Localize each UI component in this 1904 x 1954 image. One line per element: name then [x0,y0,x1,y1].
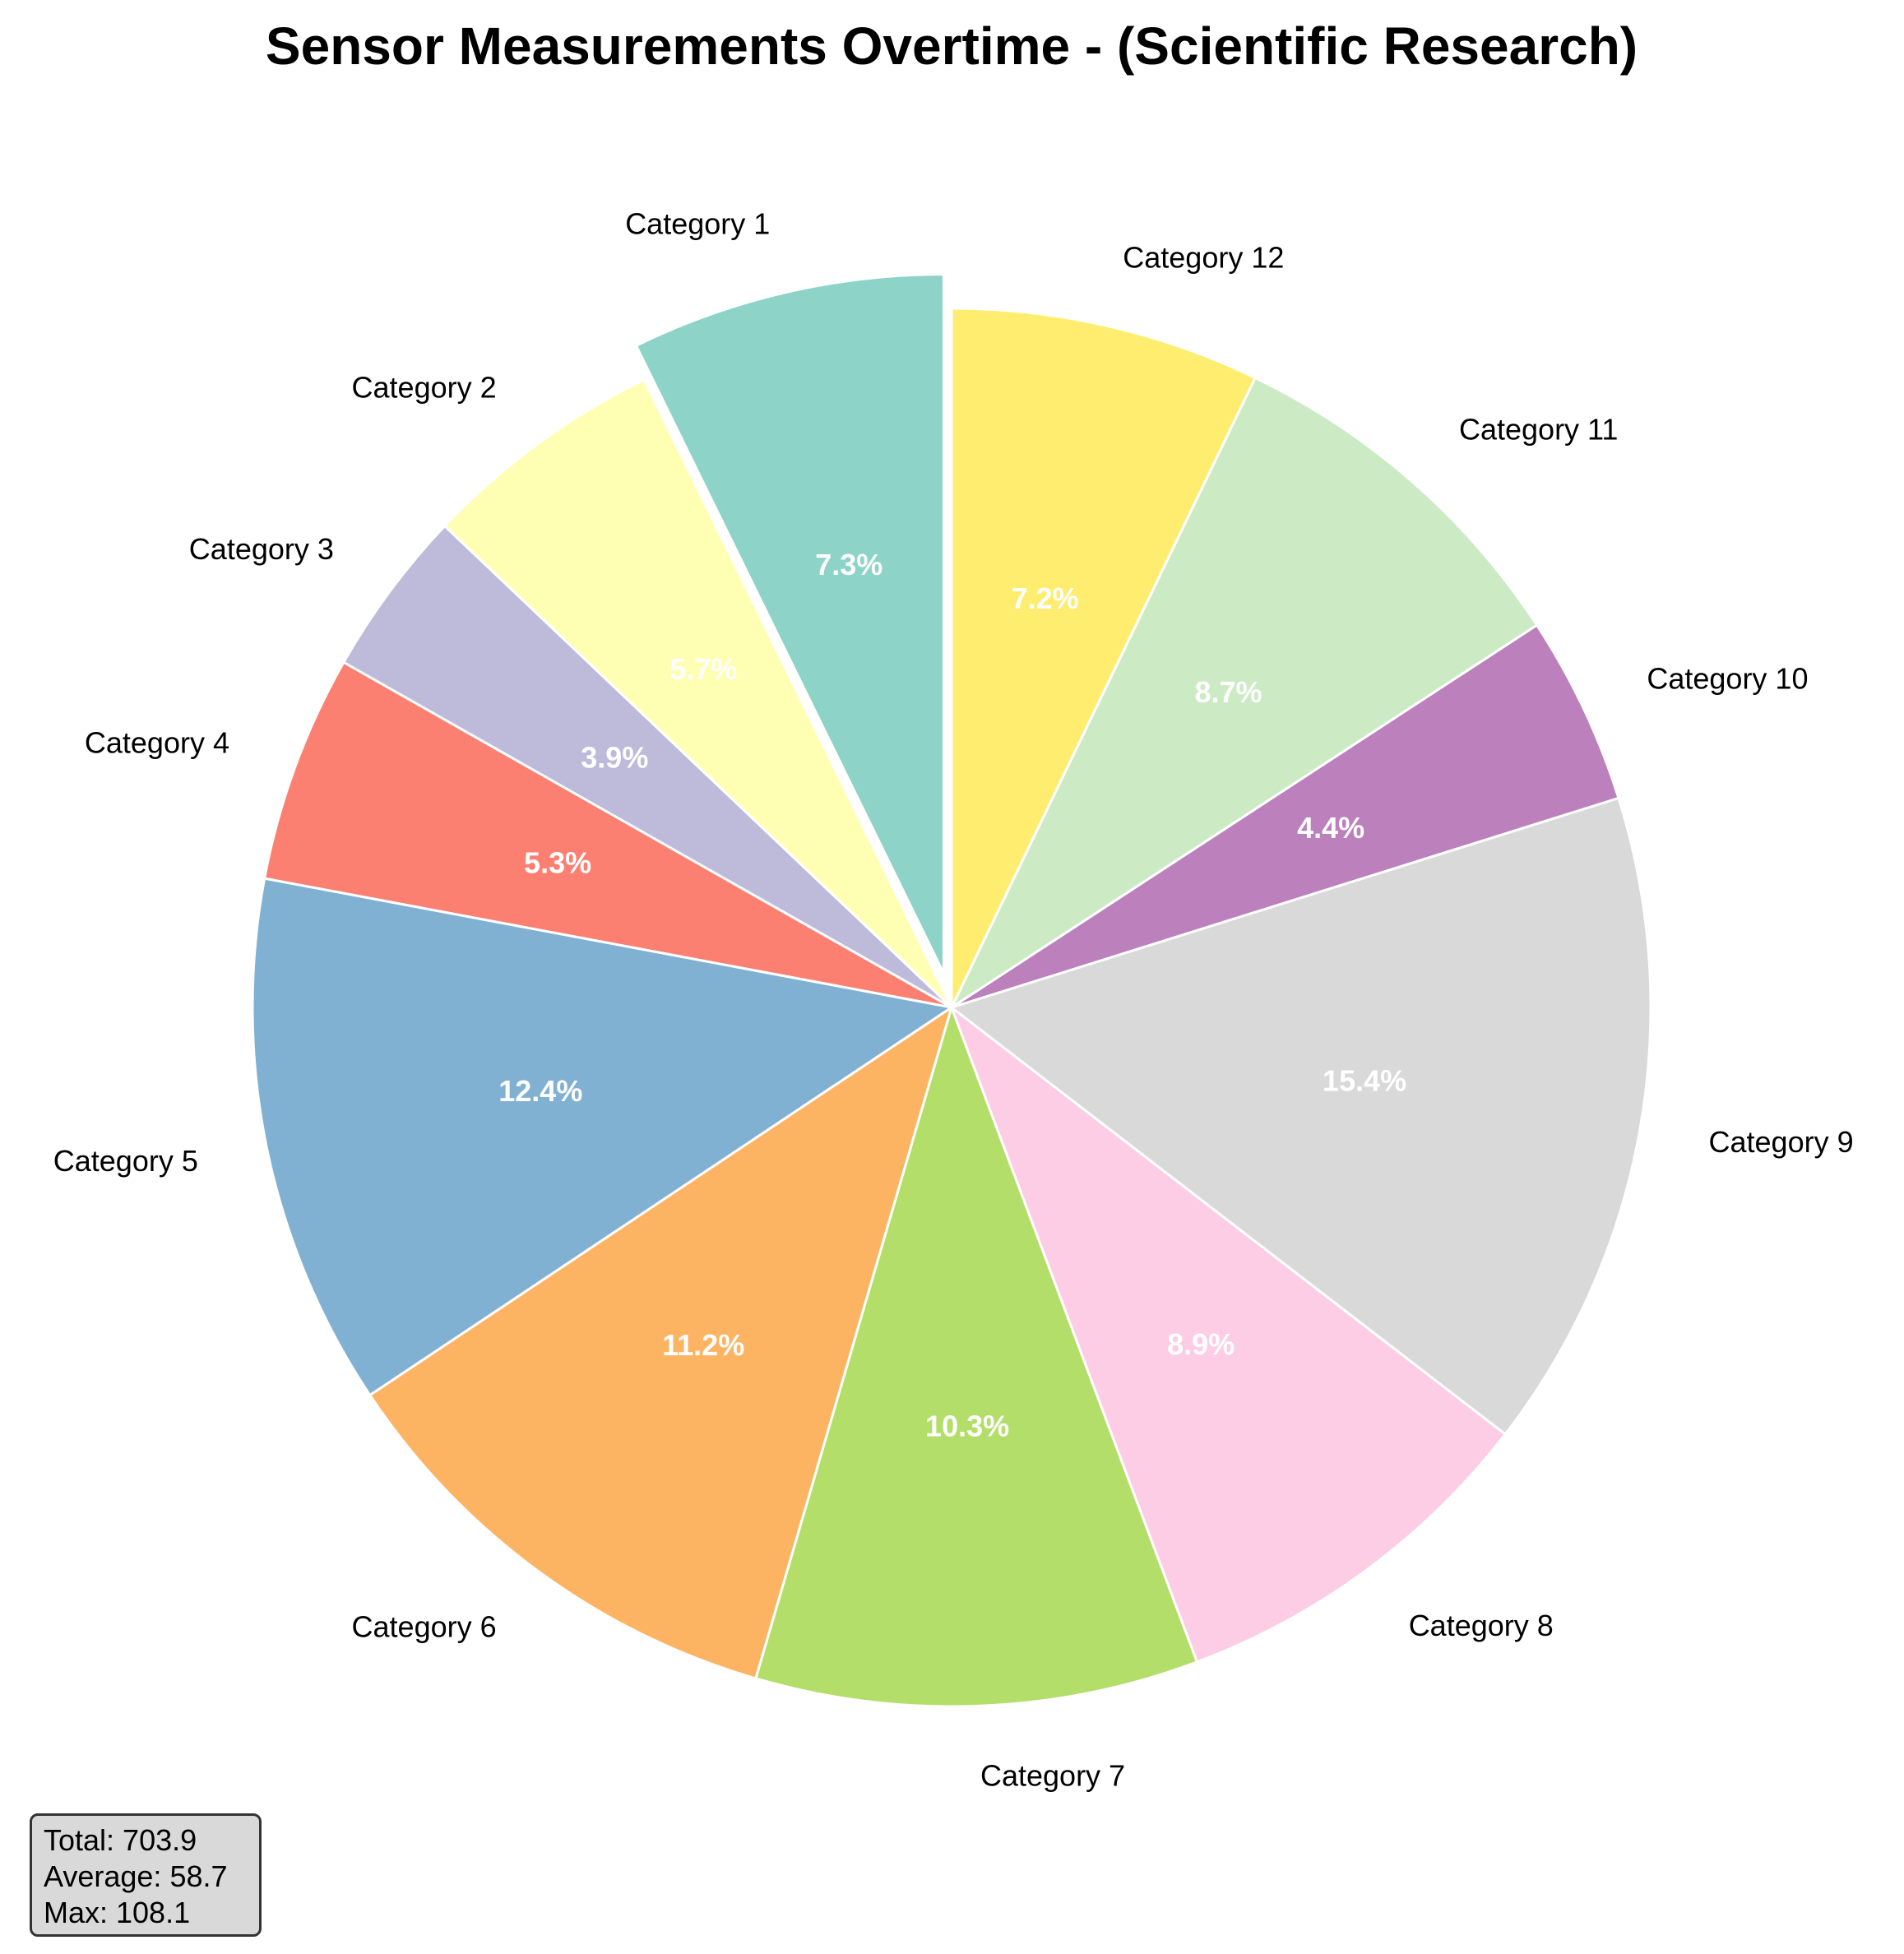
category-label-2: Category 2 [352,370,497,404]
pct-label-1: 7.3% [815,548,883,581]
category-label-12: Category 12 [1123,240,1284,274]
category-label-4: Category 4 [85,726,229,760]
category-label-3: Category 3 [189,532,334,566]
stats-box: Total: 703.9 Average: 58.7 Max: 108.1 [30,1813,262,1937]
pie-slice-9 [948,796,1652,1437]
pie-slice-12 [950,307,1258,1008]
category-label-6: Category 6 [352,1610,497,1644]
category-label-10: Category 10 [1647,662,1808,696]
pie-slice-1 [634,273,945,975]
stats-max: Max: 108.1 [44,1896,191,1929]
pie-slice-5 [251,877,955,1397]
category-label-8: Category 8 [1409,1609,1554,1642]
stats-average: Average: 58.7 [44,1859,228,1893]
pie-slice-6 [368,1004,954,1680]
category-label-1: Category 1 [625,207,770,241]
category-label-9: Category 9 [1709,1125,1854,1159]
pie-slice-7 [754,1003,1199,1708]
pct-label-12: 7.2% [1012,581,1079,615]
pie-slice-11 [948,376,1539,1012]
pie-slice-10 [951,623,1620,1009]
category-label-11: Category 11 [1459,412,1618,446]
pct-label-9: 15.4% [1323,1063,1406,1097]
pie-slice-4 [262,660,952,1009]
category-label-7: Category 7 [980,1758,1125,1792]
pct-label-10: 4.4% [1297,811,1364,845]
pct-label-3: 3.9% [581,740,648,774]
pct-label-5: 12.4% [498,1074,582,1108]
pct-label-4: 5.3% [524,846,591,880]
pct-label-11: 8.7% [1195,675,1262,709]
pct-label-6: 11.2% [662,1328,744,1362]
pie-slice-2 [442,377,953,1009]
chart-title: Sensor Measurements Overtime - (Scientif… [266,16,1638,76]
stats-total: Total: 703.9 [44,1823,197,1857]
pie-slices [251,273,1652,1708]
category-labels: Category 1 Category 2 Category 3 Category 4… [53,207,1854,1793]
pct-label-8: 8.9% [1167,1327,1235,1361]
percentage-labels: 7.3% 5.7% 3.9% 5.3% 12.4% 11.2% 10.3% 8.9% 15.4%… [498,548,1406,1443]
pct-label-7: 10.3% [925,1410,1009,1443]
pct-label-2: 5.7% [669,652,737,686]
category-label-5: Category 5 [53,1144,198,1178]
pie-slice-8 [948,1003,1508,1664]
pie-slice-3 [341,524,953,1009]
